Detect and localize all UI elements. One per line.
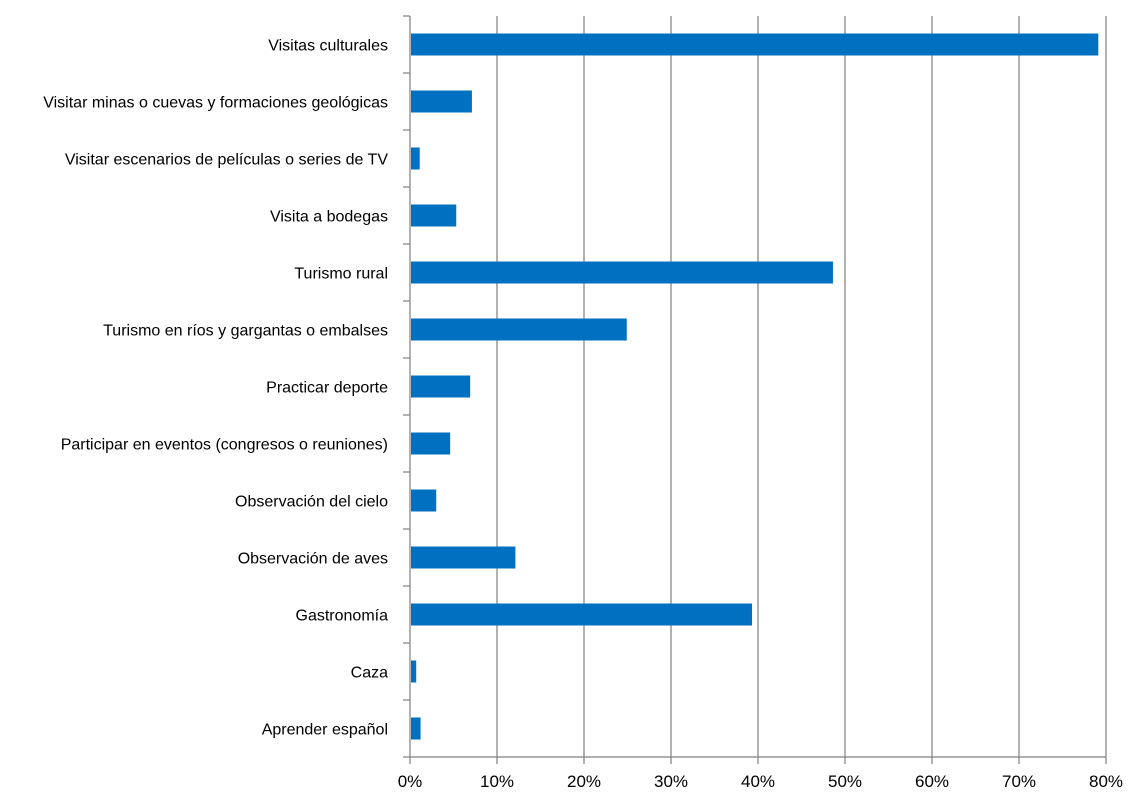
category-label: Participar en eventos (congresos o reuni…	[61, 437, 388, 454]
gridlines	[496, 16, 1107, 757]
category-label: Visitas culturales	[268, 38, 388, 55]
axes	[403, 15, 1107, 764]
category-label: Aprender español	[262, 722, 388, 739]
category-label: Caza	[351, 665, 388, 682]
tick-labels: 0% 10% 20% 30% 40% 50% 60% 70% 80%	[398, 772, 1123, 791]
x-tick-label: 40%	[741, 772, 775, 791]
bar	[411, 318, 627, 341]
category-label: Visitar escenarios de películas o series…	[65, 152, 388, 169]
x-tick-label: 60%	[915, 772, 949, 791]
bar	[411, 147, 420, 170]
bar	[411, 489, 437, 512]
x-tick-label: 0%	[398, 772, 423, 791]
x-tick-label: 10%	[480, 772, 514, 791]
bar	[411, 546, 516, 569]
x-tick-label: 50%	[828, 772, 862, 791]
bar	[411, 432, 451, 455]
category-label: Gastronomía	[296, 608, 389, 625]
x-tick-label: 70%	[1002, 772, 1036, 791]
bars	[411, 33, 1099, 740]
x-tick-label: 20%	[567, 772, 601, 791]
bar	[411, 375, 471, 398]
bar	[411, 90, 472, 113]
x-tick-label: 80%	[1089, 772, 1123, 791]
bar	[411, 717, 421, 740]
category-label: Observación del cielo	[235, 494, 388, 511]
bar	[411, 261, 833, 284]
bar	[411, 33, 1099, 56]
category-label: Visita a bodegas	[270, 209, 388, 226]
category-label: Turismo rural	[294, 266, 388, 283]
category-label: Visitar minas o cuevas y formaciones geo…	[43, 95, 388, 112]
bar	[411, 603, 753, 626]
category-label: Turismo en ríos y gargantas o embalses	[103, 323, 388, 340]
x-tick-label: 30%	[654, 772, 688, 791]
bar	[411, 204, 457, 227]
bar	[411, 660, 417, 683]
category-label: Observación de aves	[238, 551, 388, 568]
category-label: Practicar deporte	[266, 380, 388, 397]
category-labels: Visitas culturales Visitar minas o cuevas…	[43, 38, 388, 739]
